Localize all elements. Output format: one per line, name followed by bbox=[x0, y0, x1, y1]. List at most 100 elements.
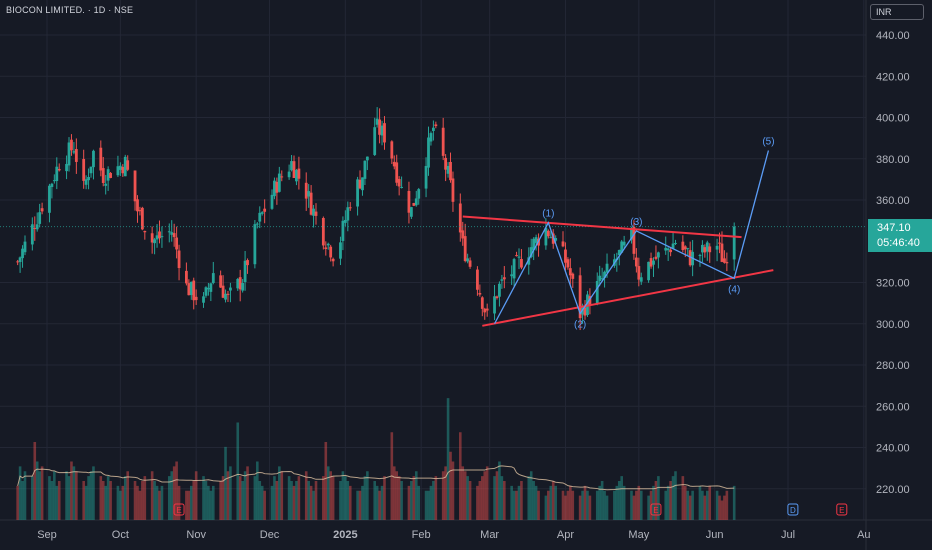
volume-bar bbox=[133, 481, 137, 520]
volume-bar bbox=[510, 485, 513, 520]
candle-body bbox=[221, 285, 225, 298]
volume-bar bbox=[243, 471, 247, 520]
candle-body bbox=[532, 238, 536, 250]
candle-body bbox=[446, 165, 450, 174]
candle-body bbox=[669, 249, 673, 253]
candle-body bbox=[52, 180, 56, 182]
volume-bar bbox=[412, 476, 416, 520]
volume-bar bbox=[554, 485, 557, 520]
candle-body bbox=[84, 179, 88, 185]
volume-bar bbox=[70, 461, 73, 520]
candle-body bbox=[192, 280, 196, 301]
volume-bar bbox=[598, 485, 601, 520]
candle-body bbox=[414, 198, 418, 206]
volume-bar bbox=[446, 398, 450, 520]
volume-bar bbox=[87, 476, 90, 520]
candle-body bbox=[87, 176, 90, 181]
x-tick-label: Jul bbox=[781, 529, 795, 541]
y-tick-label: 260.00 bbox=[876, 401, 910, 413]
y-tick-label: 360.00 bbox=[876, 195, 910, 207]
volume-bar bbox=[92, 466, 95, 520]
candle-body bbox=[70, 139, 73, 151]
candle-body bbox=[243, 260, 247, 283]
candle-body bbox=[378, 119, 381, 135]
volume-bar bbox=[569, 485, 572, 520]
candle-body bbox=[520, 258, 523, 268]
volume-bar bbox=[314, 481, 318, 520]
volume-bar bbox=[221, 476, 225, 520]
volume-bar bbox=[290, 481, 293, 520]
volume-bar bbox=[150, 471, 154, 520]
candle-body bbox=[429, 133, 433, 142]
volume-bar bbox=[119, 490, 122, 520]
candle-body bbox=[309, 192, 313, 215]
candle-body bbox=[263, 208, 267, 212]
volume-bar bbox=[444, 466, 447, 520]
candle-body bbox=[38, 212, 42, 224]
candle-body bbox=[554, 238, 558, 241]
volume-bar bbox=[723, 495, 726, 520]
candle-body bbox=[363, 160, 367, 179]
candle-body bbox=[583, 307, 587, 316]
trendline bbox=[482, 269, 774, 327]
candle-body bbox=[324, 247, 328, 250]
volume-bar bbox=[363, 476, 367, 520]
currency-selector[interactable]: INR bbox=[870, 4, 924, 20]
volume-bar bbox=[141, 481, 144, 520]
volume-bar bbox=[417, 485, 421, 520]
candle-body bbox=[204, 287, 208, 296]
volume-bar bbox=[123, 476, 127, 520]
volume-bar bbox=[617, 481, 621, 520]
candle-body bbox=[365, 156, 369, 161]
candle-body bbox=[99, 147, 103, 171]
volume-bar bbox=[106, 476, 110, 520]
volume-bar bbox=[38, 471, 41, 520]
candle-body bbox=[50, 183, 54, 187]
volume-bar bbox=[603, 490, 606, 520]
candle-body bbox=[356, 179, 359, 207]
candle-body bbox=[118, 165, 122, 170]
volume-bar bbox=[534, 485, 538, 520]
event-marker-label: E bbox=[653, 506, 658, 515]
volume-bar bbox=[270, 485, 274, 520]
x-tick-label: Feb bbox=[412, 529, 431, 541]
volume-bar bbox=[55, 485, 59, 520]
candle-body bbox=[194, 296, 198, 301]
candle-body bbox=[632, 226, 636, 254]
candle-body bbox=[57, 168, 61, 171]
volume-bar bbox=[16, 485, 19, 520]
volume-bar bbox=[664, 490, 668, 520]
candle-body bbox=[343, 219, 347, 223]
candle-body bbox=[121, 166, 125, 174]
candle-body bbox=[671, 243, 675, 249]
candle-body bbox=[578, 275, 582, 319]
volume-bar bbox=[170, 471, 174, 520]
volume-bar bbox=[287, 476, 291, 520]
volume-bar bbox=[392, 466, 396, 520]
volume-bar bbox=[395, 471, 399, 520]
volume-bar bbox=[192, 481, 196, 520]
volume-bar bbox=[551, 481, 555, 520]
candle-body bbox=[720, 243, 724, 262]
candle-body bbox=[656, 252, 660, 258]
volume-bar bbox=[549, 485, 553, 520]
volume-bar bbox=[356, 490, 359, 520]
candle-body bbox=[427, 137, 430, 168]
candle-body bbox=[517, 256, 521, 258]
candle-body bbox=[493, 296, 496, 314]
volume-bar bbox=[485, 466, 489, 520]
x-tick-label: Sep bbox=[37, 529, 57, 541]
volume-bar bbox=[639, 490, 643, 520]
candle-body bbox=[395, 162, 399, 183]
volume-bar bbox=[615, 485, 619, 520]
volume-bar bbox=[715, 490, 719, 520]
candle-body bbox=[48, 185, 51, 213]
candle-body bbox=[698, 255, 702, 257]
volume-bar bbox=[586, 490, 589, 520]
volume-bar bbox=[688, 495, 692, 520]
elliott-wave-line bbox=[493, 150, 770, 325]
wave-label: (1) bbox=[542, 209, 554, 220]
volume-bar bbox=[654, 481, 658, 520]
